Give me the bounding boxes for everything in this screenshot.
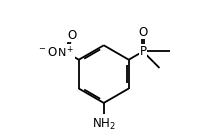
Text: P: P: [140, 45, 146, 58]
Text: N$^+$: N$^+$: [57, 45, 75, 60]
Text: NH$_2$: NH$_2$: [92, 117, 116, 132]
Text: O: O: [67, 29, 76, 42]
Text: $^-$O: $^-$O: [37, 46, 58, 59]
Text: O: O: [138, 26, 148, 39]
